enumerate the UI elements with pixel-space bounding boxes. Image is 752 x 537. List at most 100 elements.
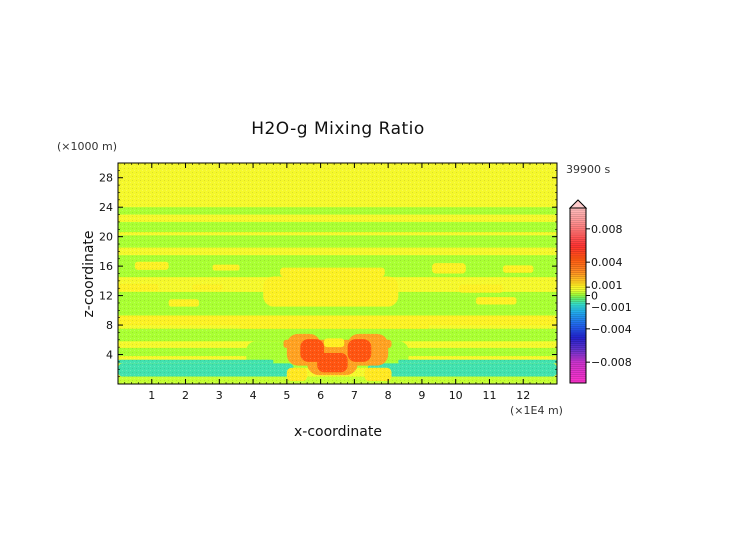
colorbar-segment <box>570 310 586 313</box>
colorbar-segment <box>570 247 586 251</box>
colorbar-segment <box>570 308 586 311</box>
colorbar-tick-label: 0.004 <box>591 256 623 269</box>
colorbar-segment <box>570 316 586 319</box>
colorbar-segment <box>570 339 586 342</box>
colorbar-segment <box>570 208 586 211</box>
y-tick-label: 4 <box>106 349 113 362</box>
x-tick-label: 6 <box>317 389 324 402</box>
colorbar-segment <box>570 264 586 267</box>
colorbar-segment <box>570 303 586 307</box>
colorbar-segment <box>570 326 586 330</box>
x-tick-label: 2 <box>182 389 189 402</box>
colorbar-segment <box>570 293 586 296</box>
colorbar-segment <box>570 349 586 353</box>
colorbar-segment <box>570 249 586 253</box>
colorbar-segment <box>570 351 586 355</box>
colorbar-segment <box>570 358 586 361</box>
colorbar-segment <box>570 220 586 224</box>
colorbar-max-arrow <box>568 199 588 209</box>
colorbar-tick-label: 0.001 <box>591 279 623 292</box>
colorbar-segment <box>570 287 586 290</box>
colorbar-segment <box>570 239 586 242</box>
y-tick-label: 28 <box>99 172 113 185</box>
x-tick-label: 3 <box>216 389 223 402</box>
colorbar-segment <box>570 322 586 326</box>
x-tick-label: 11 <box>482 389 496 402</box>
colorbar-segment <box>570 324 586 328</box>
x-tick-label: 5 <box>283 389 290 402</box>
colorbar-segment <box>570 280 586 284</box>
colorbar-segment <box>570 299 586 303</box>
colorbar-segment <box>570 364 586 367</box>
colorbar-segment <box>570 305 586 309</box>
colorbar-segment <box>570 233 586 236</box>
colorbar-tick-label: −0.001 <box>591 301 632 314</box>
colorbar-segment <box>570 362 586 365</box>
colorbar-segment <box>570 218 586 221</box>
colorbar-segment <box>570 368 586 371</box>
colorbar-segment <box>570 333 586 336</box>
colorbar-segment <box>570 255 586 259</box>
colorbar-segment <box>570 353 586 357</box>
colorbar-segment <box>570 272 586 276</box>
colorbar-segment <box>570 380 586 384</box>
colorbar-segment <box>570 297 586 301</box>
x-tick-label: 12 <box>516 389 530 402</box>
colorbar-segment <box>570 243 586 246</box>
colorbar-segment <box>570 216 586 219</box>
time-label: 39900 s <box>566 163 610 176</box>
x-unit-label: (×1E4 m) <box>510 404 563 417</box>
colorbar-segment <box>570 343 586 346</box>
colorbar-segment <box>570 378 586 382</box>
colorbar-segment <box>570 328 586 332</box>
colorbar-segment <box>570 312 586 315</box>
colorbar-segment <box>570 374 586 378</box>
colorbar-segment <box>570 320 586 324</box>
colorbar-segment <box>570 210 586 213</box>
colorbar-segment <box>570 268 586 271</box>
colorbar-segment <box>570 276 586 280</box>
x-tick-label: 8 <box>385 389 392 402</box>
colorbar-tick-label: −0.008 <box>591 356 632 369</box>
x-tick-label: 10 <box>449 389 463 402</box>
colorbar-segment <box>570 235 586 238</box>
colorbar-segment <box>570 301 586 305</box>
chart-title: H2O-g Mixing Ratio <box>251 119 425 139</box>
colorbar-segment <box>570 335 586 338</box>
x-tick-label: 9 <box>418 389 425 402</box>
colorbar-segment <box>570 295 586 299</box>
colorbar-tick-label: 0 <box>591 290 598 303</box>
colorbar-segment <box>570 262 586 265</box>
y-tick-label: 24 <box>99 201 113 214</box>
colorbar-segment <box>570 258 586 261</box>
colorbar-segment <box>570 260 586 263</box>
x-tick-label: 7 <box>351 389 358 402</box>
colorbar-segment <box>570 345 586 349</box>
colorbar-segment <box>570 289 586 292</box>
colorbar-segment <box>570 291 586 294</box>
y-tick-label: 16 <box>99 260 113 273</box>
colorbar-segment <box>570 314 586 317</box>
colorbar-segment <box>570 241 586 244</box>
colorbar-segment <box>570 237 586 240</box>
x-tick-label: 4 <box>250 389 257 402</box>
colorbar-segment <box>570 245 586 249</box>
colorbar-segment <box>570 347 586 351</box>
colorbar-segment <box>570 251 586 255</box>
colorbar-segment <box>570 230 586 234</box>
colorbar-segment <box>570 318 586 321</box>
y-tick-label: 20 <box>99 231 113 244</box>
y-axis: 4 8 12 16 20 24 28 <box>99 162 557 385</box>
colorbar-tick-label: 0.008 <box>591 223 623 236</box>
y-tick-label: 12 <box>99 290 113 303</box>
colorbar-segment <box>570 330 586 334</box>
colorbar-segment <box>570 372 586 376</box>
colorbar-segment <box>570 341 586 344</box>
colorbar-segment <box>570 360 586 363</box>
colorbar-segment <box>570 214 586 217</box>
y-unit-label: (×1000 m) <box>57 140 117 153</box>
plot-texture <box>118 163 557 384</box>
y-tick-label: 8 <box>106 319 113 332</box>
